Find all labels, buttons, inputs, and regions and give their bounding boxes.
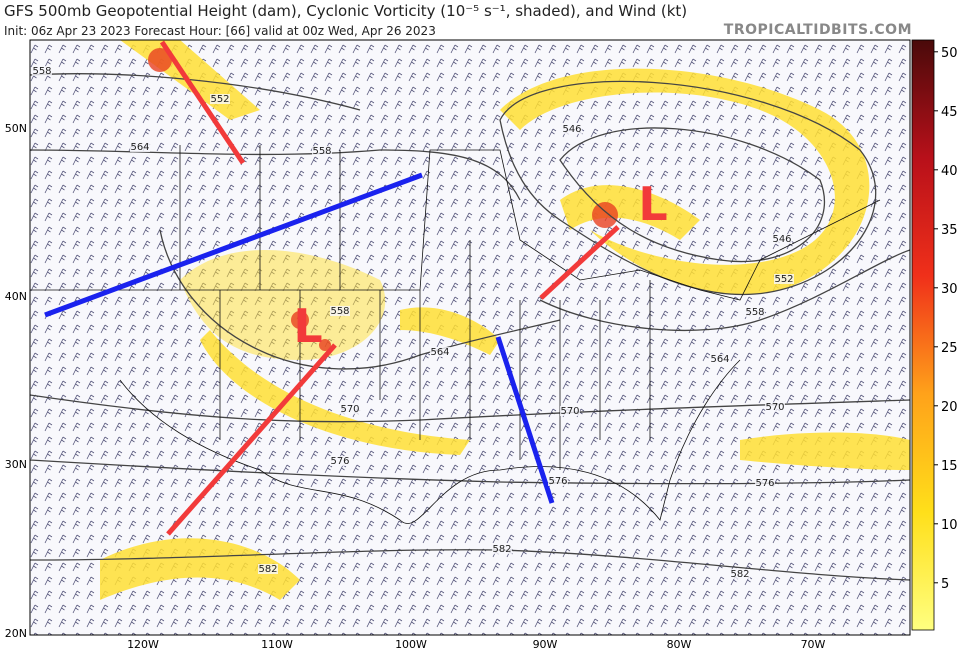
contour-label: 546 <box>772 234 791 245</box>
contour-label: 558 <box>32 66 51 77</box>
title: GFS 500mb Geopotential Height (dam), Cyc… <box>4 2 688 20</box>
ridge-axis <box>159 40 246 165</box>
colorbar-tick-label: 5 <box>941 577 949 592</box>
colorbar-tick-label: 35 <box>941 223 958 238</box>
lon-label: 90W <box>533 638 558 651</box>
contour-label-bg <box>330 306 350 316</box>
contour-label-bg <box>560 406 580 416</box>
contour-label-bg <box>330 456 350 466</box>
contour-label-bg <box>430 347 450 357</box>
contour-label-bg <box>32 66 52 76</box>
contour-label: 558 <box>312 146 331 157</box>
subtitle: Init: 06z Apr 23 2023 Forecast Hour: [66… <box>4 24 436 38</box>
lon-label: 100W <box>395 638 427 651</box>
contour-label-bg <box>710 354 730 364</box>
colorbar-tick-label: 40 <box>941 164 958 179</box>
colorbar <box>911 39 935 631</box>
colorbar-tick-label: 45 <box>941 105 958 120</box>
contour-label-bg <box>340 404 360 414</box>
contour-label-bg <box>745 307 765 317</box>
contour-label-bg <box>562 124 582 134</box>
lat-label: 50N <box>5 122 27 135</box>
low-label: L <box>638 177 667 231</box>
colorbar-tick-label: 50 <box>941 46 958 61</box>
contour-label-bg <box>772 234 792 244</box>
contour-label-bg <box>492 544 512 554</box>
contour-label: 558 <box>330 306 349 317</box>
lon-label: 80W <box>667 638 692 651</box>
colorbar-tick-label: 15 <box>941 459 958 474</box>
contour-label: 552 <box>210 94 229 105</box>
lon-label: 70W <box>801 638 826 651</box>
contour-label: 582 <box>492 544 511 555</box>
colorbar-tick-label: 25 <box>941 341 958 356</box>
contour-label: 564 <box>710 354 729 365</box>
brand: TROPICALTIDBITS.COM <box>723 22 912 38</box>
contour-label-bg <box>210 94 230 104</box>
contour-label: 552 <box>774 274 793 285</box>
contour-label: 576 <box>755 478 774 489</box>
lat-label: 20N <box>5 627 27 640</box>
contour-label-bg <box>548 476 568 486</box>
colorbar-tick-label: 20 <box>941 400 958 415</box>
contour-label: 582 <box>258 564 277 575</box>
ridge-axis <box>539 225 620 300</box>
ridge-axis <box>166 343 337 536</box>
contour-label-bg <box>312 146 332 156</box>
lat-label: 40N <box>5 290 27 303</box>
contour-label-bg <box>755 478 775 488</box>
contour-label-bg <box>130 142 150 152</box>
contour-label: 564 <box>130 142 149 153</box>
colorbar-tick-label: 10 <box>941 518 958 533</box>
lon-label: 110W <box>261 638 293 651</box>
contour-label-bg <box>774 274 794 284</box>
lat-label: 30N <box>5 458 27 471</box>
map-area: 558 552 564 558 546 546 552 558 564 558 564 570 570 5… <box>30 40 910 635</box>
contour-label-bg <box>730 569 750 579</box>
contour-label: 576 <box>548 476 567 487</box>
contour-label: 546 <box>562 124 581 135</box>
contour-label: 558 <box>745 307 764 318</box>
low-label: L <box>293 299 322 353</box>
contour-label: 576 <box>330 456 349 467</box>
contour-label: 564 <box>430 347 449 358</box>
lon-label: 120W <box>127 638 159 651</box>
colorbar-tick-label: 30 <box>941 282 958 297</box>
contour-label: 570 <box>340 404 359 415</box>
trough-axis <box>495 336 555 504</box>
contour-label: 570 <box>765 402 784 413</box>
contour-label: 570 <box>560 406 579 417</box>
contour-label: 582 <box>730 569 749 580</box>
contour-label-bg <box>765 402 785 412</box>
contour-label-bg <box>258 564 278 574</box>
trough-axis <box>44 172 423 318</box>
